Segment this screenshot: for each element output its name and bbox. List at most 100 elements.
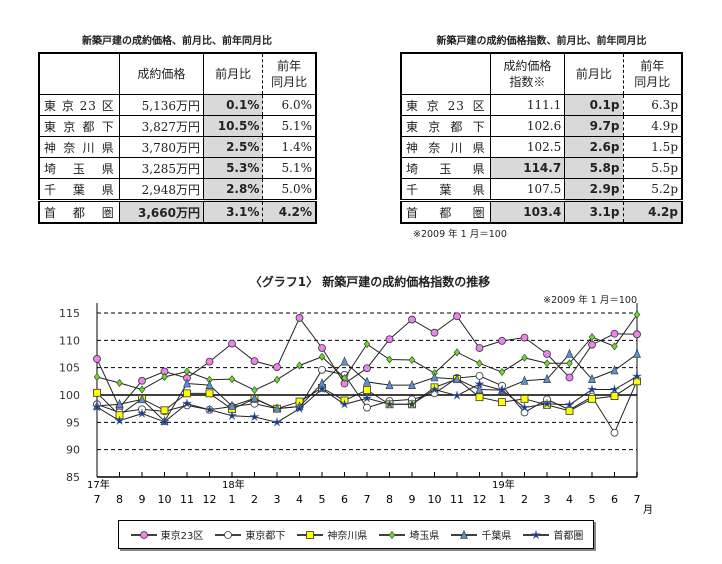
data-point xyxy=(339,398,350,409)
data-point xyxy=(363,403,371,412)
data-point xyxy=(228,375,236,384)
data-point xyxy=(386,355,393,364)
legend-label: 埼玉県 xyxy=(409,531,440,542)
chart-legend: 東京23区 東京都下 神奈川県 埼玉県 千葉県 首都圏 xyxy=(118,520,594,549)
data-point xyxy=(226,410,238,421)
table-row: 東京23区 111.1 0.1p 6.3p xyxy=(400,94,683,116)
legend-item: 千葉県 xyxy=(449,527,511,542)
mom-cell: 3.1% xyxy=(202,199,264,224)
data-point xyxy=(520,394,529,403)
data-point xyxy=(406,398,418,409)
mom-cell: 2.6p xyxy=(564,136,624,158)
mom-cell: 0.1% xyxy=(202,94,264,116)
legend-item: 東京23区 xyxy=(129,527,204,542)
x-tick-label: 2 xyxy=(521,493,528,506)
data-point xyxy=(498,398,506,407)
area-cell: 東京23区 xyxy=(38,94,120,116)
x-tick-label: 6 xyxy=(341,493,348,506)
data-point xyxy=(318,344,326,352)
data-point xyxy=(136,407,148,419)
data-point xyxy=(475,371,484,380)
y-tick-label: 90 xyxy=(66,444,80,457)
data-point xyxy=(611,342,618,351)
yoy-cell: 6.0% xyxy=(262,94,317,116)
area-cell: 神奈川県 xyxy=(38,136,120,158)
data-point xyxy=(183,378,191,388)
data-point xyxy=(453,348,461,357)
data-point xyxy=(498,336,506,345)
data-point xyxy=(631,370,643,381)
data-point xyxy=(250,393,259,403)
data-point xyxy=(610,392,619,400)
data-point xyxy=(586,383,598,395)
index-cell: 102.5 xyxy=(489,136,566,158)
x-tick-label: 12 xyxy=(473,493,487,506)
mom-cell: 0.1p xyxy=(564,94,624,116)
data-point xyxy=(384,398,395,409)
yoy-cell: 5.0% xyxy=(262,178,317,201)
data-point xyxy=(294,403,305,414)
square-marker-icon xyxy=(297,530,324,539)
x-tick-label: 7 xyxy=(94,493,101,506)
data-point xyxy=(609,383,620,395)
index-cell: 114.7 xyxy=(489,157,566,179)
x-tick-label: 11 xyxy=(180,493,194,506)
year-label: 18年 xyxy=(222,478,245,491)
data-point xyxy=(205,357,214,366)
data-point xyxy=(610,329,619,338)
year-label: 19年 xyxy=(492,478,515,491)
star-marker-icon xyxy=(523,528,550,540)
series-3 xyxy=(93,310,641,395)
data-point xyxy=(519,401,530,413)
area-cell: 首 都 圏 xyxy=(38,199,120,224)
mom-cell: 10.5% xyxy=(202,115,264,137)
data-point xyxy=(475,393,484,402)
price-cell: 3,660万円 xyxy=(118,199,204,224)
area-cell: 千 葉 県 xyxy=(400,178,491,201)
header-cell xyxy=(400,52,491,95)
data-point xyxy=(296,361,303,370)
data-point xyxy=(408,379,416,389)
index-note: ※2009 年 1 月＝100 xyxy=(413,229,507,240)
data-point xyxy=(610,428,619,437)
data-point xyxy=(541,398,553,409)
y-tick-label: 105 xyxy=(59,362,80,375)
data-point xyxy=(543,359,551,368)
data-point xyxy=(138,376,146,385)
data-point xyxy=(183,389,191,398)
data-point xyxy=(363,340,371,349)
legend-label: 東京23区 xyxy=(160,531,204,542)
data-point xyxy=(588,373,596,383)
area-cell: 東京都下 xyxy=(400,115,491,137)
price-cell: 3,827万円 xyxy=(118,115,204,137)
data-point xyxy=(341,374,348,383)
table-row: 東京都下 3,827万円 10.5% 5.1% xyxy=(38,115,317,137)
mom-cell: 3.1p xyxy=(564,199,624,224)
data-point xyxy=(114,415,125,426)
chart-title: 〈グラフ1〉 新築戸建の成約価格指数の推移 xyxy=(249,275,491,289)
data-point xyxy=(205,389,214,398)
legend-item: 東京都下 xyxy=(213,527,285,542)
x-tick-label: 9 xyxy=(139,493,146,506)
index-cell: 111.1 xyxy=(489,94,566,116)
table-row: 千 葉 県 2,948万円 2.8% 5.0% xyxy=(38,178,317,201)
data-point xyxy=(520,375,529,385)
data-point xyxy=(408,315,416,324)
table-row: 神奈川県 3,780万円 2.5% 1.4% xyxy=(38,136,317,158)
x-tick-label: 5 xyxy=(589,493,596,506)
legend-item: 埼玉県 xyxy=(377,527,439,542)
legend-label: 東京都下 xyxy=(245,531,286,542)
table-row: 神奈川県 102.5 2.6p 1.5p xyxy=(400,136,683,158)
mom-cell: 2.9p xyxy=(564,178,624,201)
data-point xyxy=(566,359,573,368)
area-cell: 東京23区 xyxy=(400,94,491,116)
header-cell: 前月比 xyxy=(202,52,264,95)
data-point xyxy=(521,353,528,362)
y-tick-label: 95 xyxy=(66,416,80,429)
x-tick-label: 8 xyxy=(386,493,393,506)
data-point xyxy=(588,340,596,349)
data-point xyxy=(474,378,485,389)
x-tick-label: 4 xyxy=(566,493,573,506)
x-tick-label: 10 xyxy=(158,493,172,506)
